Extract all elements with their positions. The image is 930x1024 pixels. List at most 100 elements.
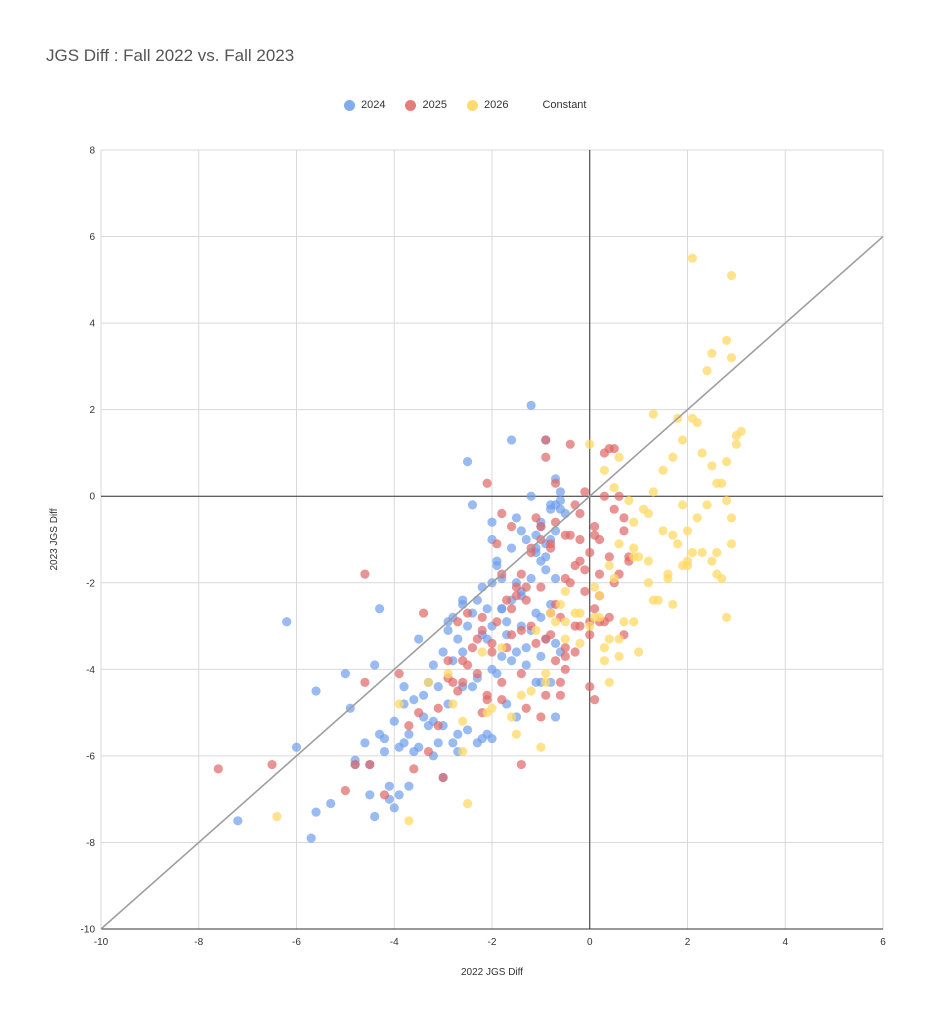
data-point-2024 (379, 746, 390, 757)
data-point-2024 (433, 738, 443, 748)
data-point-2025 (516, 759, 526, 770)
data-point-2026 (541, 677, 551, 687)
data-point-2026 (560, 634, 570, 644)
data-point-2025 (546, 539, 556, 549)
data-point-2024 (531, 677, 541, 687)
x-tick-label: 0 (587, 937, 593, 948)
y-tick-label: -10 (81, 925, 96, 936)
data-point-2025 (580, 565, 590, 575)
data-point-2024 (487, 517, 497, 527)
chart-legend: 2024 2025 2026 Constant (344, 99, 606, 111)
data-point-2024 (482, 604, 492, 614)
data-point-2026 (609, 482, 619, 493)
data-point-2024 (526, 400, 536, 410)
legend-item-2024[interactable]: 2024 (344, 99, 385, 111)
data-point-2024 (462, 725, 473, 735)
data-point-2025 (423, 746, 434, 757)
data-point-2025 (590, 695, 600, 705)
data-point-2026 (497, 643, 507, 653)
data-point-2025 (560, 530, 570, 540)
data-point-2025 (414, 708, 424, 718)
data-point-2025 (472, 669, 482, 679)
data-point-2025 (497, 677, 507, 687)
data-point-2026 (599, 643, 610, 653)
data-point-2026 (599, 465, 610, 475)
data-point-2026 (722, 457, 732, 467)
data-point-2025 (511, 582, 522, 592)
data-point-2025 (350, 759, 360, 770)
legend-swatch-2026 (466, 99, 478, 111)
legend-item-constant[interactable]: Constant (542, 99, 586, 111)
data-point-2025 (521, 703, 531, 713)
data-point-2026 (516, 690, 526, 700)
legend-item-2026[interactable]: 2026 (466, 99, 508, 111)
y-tick-label: 8 (89, 146, 95, 157)
data-point-2026 (477, 647, 487, 657)
data-point-2026 (682, 556, 693, 566)
data-point-2026 (712, 569, 722, 579)
data-point-2025 (487, 647, 497, 657)
data-point-2026 (707, 461, 717, 471)
data-point-2025 (497, 508, 507, 519)
data-point-2025 (433, 720, 443, 731)
data-point-2025 (570, 647, 580, 657)
data-point-2026 (614, 452, 624, 462)
data-point-2025 (560, 651, 570, 661)
data-point-2024 (374, 604, 385, 614)
data-point-2024 (526, 573, 536, 584)
data-point-2026 (707, 348, 717, 359)
data-point-2024 (536, 651, 546, 661)
data-point-2024 (521, 660, 531, 670)
data-point-2026 (673, 539, 683, 549)
data-point-2025 (619, 513, 629, 523)
data-point-2025 (594, 569, 605, 579)
data-point-2024 (311, 686, 321, 696)
data-point-2025 (458, 677, 468, 687)
data-point-2025 (550, 478, 561, 488)
data-point-2026 (722, 612, 732, 623)
data-point-2026 (634, 552, 644, 562)
legend-label-2025: 2025 (422, 99, 447, 111)
data-point-2025 (443, 656, 453, 666)
data-point-2026 (506, 712, 517, 722)
data-point-2025 (541, 452, 551, 462)
data-point-2026 (731, 431, 741, 441)
data-point-2024 (291, 742, 302, 752)
data-point-2024 (477, 582, 487, 592)
legend-swatch-2025 (405, 99, 417, 111)
data-point-2024 (448, 738, 458, 748)
data-point-2026 (697, 448, 707, 458)
data-point-2024 (374, 729, 385, 739)
y-tick-label: 2 (89, 405, 95, 416)
data-point-2025 (575, 621, 585, 631)
data-point-2026 (668, 530, 678, 540)
data-point-2026 (731, 439, 741, 449)
data-point-2025 (379, 790, 390, 800)
legend-label-constant: Constant (542, 99, 587, 111)
data-point-2026 (726, 539, 737, 549)
data-point-2026 (687, 547, 697, 558)
data-point-2025 (477, 625, 487, 635)
data-point-2024 (462, 621, 473, 631)
data-point-2025 (599, 491, 610, 501)
x-tick-label: -10 (94, 937, 109, 948)
legend-swatch-2024 (344, 99, 355, 111)
y-tick-label: 0 (89, 492, 95, 503)
data-point-2026 (560, 617, 570, 627)
data-point-2025 (340, 785, 350, 796)
data-point-2026 (614, 539, 624, 549)
data-point-2025 (394, 669, 404, 679)
y-tick-label: -8 (86, 838, 95, 849)
y-tick-label: 6 (89, 232, 95, 243)
data-point-2024 (306, 833, 316, 843)
data-point-2024 (482, 729, 492, 739)
data-point-2026 (443, 669, 453, 679)
data-point-2026 (555, 599, 566, 610)
data-point-2026 (707, 556, 717, 566)
data-point-2025 (267, 759, 277, 770)
data-point-2025 (570, 500, 580, 510)
data-point-2025 (497, 695, 507, 705)
legend-item-2025[interactable]: 2025 (405, 99, 447, 111)
data-point-2026 (585, 439, 595, 449)
constant-line (100, 235, 884, 930)
